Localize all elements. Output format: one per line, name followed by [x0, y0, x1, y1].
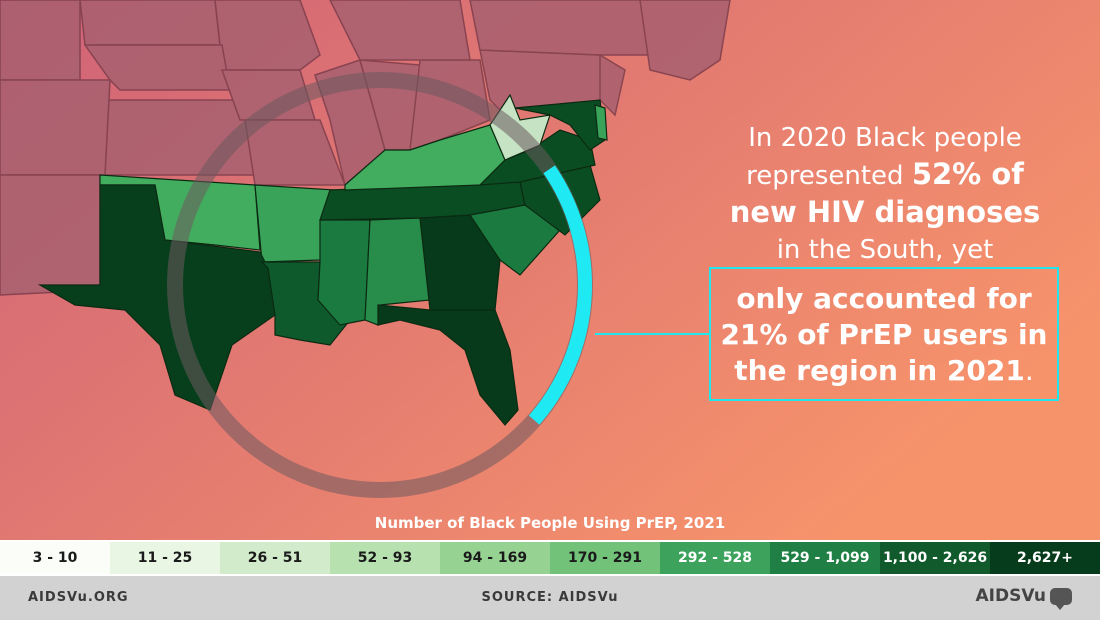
headline: In 2020 Black people represented 52% of … [700, 120, 1070, 268]
state-michigan [329, 0, 471, 61]
state-newyork [469, 0, 651, 56]
footer-source: SOURCE: AIDSVu [481, 590, 619, 605]
footer: AIDSVu.ORG SOURCE: AIDSVu AIDSVu [0, 576, 1100, 620]
state-southcarolina [468, 204, 561, 276]
state-newengland [639, 0, 731, 81]
legend-bin: 26 - 51 [220, 542, 330, 574]
state-delaware [594, 104, 608, 141]
state-maryland [514, 99, 606, 151]
state-colorado [0, 79, 111, 176]
legend-bin: 529 - 1,099 [770, 542, 880, 574]
legend: 3 - 10 11 - 25 26 - 51 52 - 93 94 - 169 170 -… [0, 542, 1100, 574]
legend-bin: 11 - 25 [110, 542, 220, 574]
state-missouri [244, 119, 347, 186]
legend-bin: 3 - 10 [0, 542, 110, 574]
legend-title: Number of Black People Using PrEP, 2021 [374, 514, 726, 532]
legend-bin: 94 - 169 [440, 542, 550, 574]
headline-line-4: in the South, yet [776, 235, 994, 265]
state-newjersey [599, 53, 626, 117]
us-south-map [0, 0, 731, 498]
speech-bubble-icon [1050, 587, 1072, 610]
callout-line-1: only accounted for [736, 282, 1032, 315]
legend-bin: 1,100 - 2,626 [880, 542, 990, 574]
headline-line-2-prefix: represented [746, 161, 912, 191]
state-dakota [79, 0, 221, 46]
callout-line-3-text: the region in 2021 [734, 354, 1025, 387]
legend-bin: 2,627+ [990, 542, 1100, 574]
legend-bin: 292 - 528 [660, 542, 770, 574]
headline-line-3: new HIV diagnoses [700, 194, 1070, 232]
footer-site[interactable]: AIDSVu.ORG [28, 590, 129, 605]
legend-bin: 170 - 291 [550, 542, 660, 574]
headline-stat-52: 52% of [911, 157, 1024, 191]
aidsvu-logo: AIDSVu [975, 586, 1072, 610]
headline-line-1: In 2020 Black people [748, 123, 1022, 153]
state-newmexico [0, 174, 101, 296]
state-florida [377, 304, 519, 426]
state-mississippi [317, 219, 371, 326]
legend-bin: 52 - 93 [330, 542, 440, 574]
state-minnesota [214, 0, 321, 71]
callout-line-2: 21% of PrEP users in [720, 318, 1048, 351]
headline-line-2: represented 52% of [700, 156, 1070, 194]
ring-highlight-arc [528, 165, 592, 425]
callout-line-3: the region in 2021. [711, 353, 1057, 389]
callout-box: only accounted for 21% of PrEP users in … [709, 267, 1059, 401]
headline-hiv-diagnoses: new HIV diagnoses [729, 195, 1041, 229]
state-northwest [0, 0, 81, 81]
callout-period: . [1024, 354, 1034, 387]
logo-text: AIDSVu [975, 586, 1047, 606]
state-nebraska [83, 44, 231, 91]
